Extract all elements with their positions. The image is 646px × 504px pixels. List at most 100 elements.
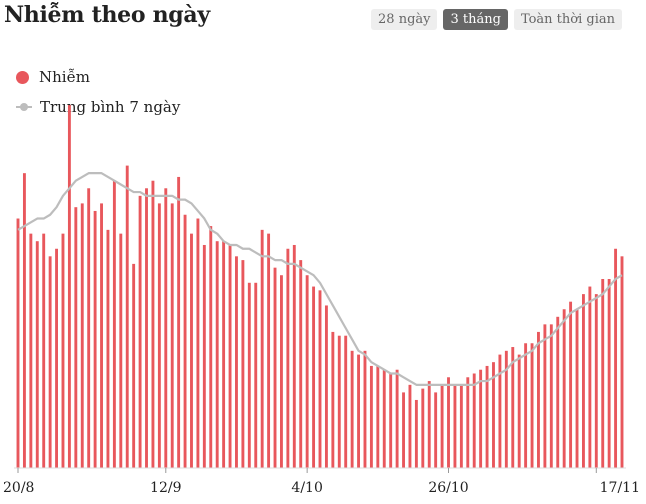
bar-32: [222, 241, 226, 468]
bar-62: [414, 399, 418, 468]
tab-28-days[interactable]: 28 ngày: [371, 9, 438, 30]
bar-83: [549, 324, 553, 468]
bar-40: [273, 267, 277, 468]
bar-92: [607, 279, 611, 468]
bar-11: [87, 188, 91, 468]
bar-8: [67, 105, 71, 469]
bar-39: [267, 233, 271, 468]
bar-74: [492, 362, 495, 468]
bar-13: [100, 203, 103, 468]
bar-49: [331, 331, 335, 468]
bar-29: [202, 244, 206, 468]
x-axis-ticks: 20/8 12/9 4/10 26/10 17/11: [3, 468, 640, 496]
bar-48: [324, 305, 328, 468]
x-tick-label-0: 20/8: [3, 480, 34, 496]
legend-label-cases: Nhiễm: [39, 68, 91, 86]
tab-3-months[interactable]: 3 tháng: [443, 9, 508, 30]
bar-4: [42, 233, 46, 468]
bar-60: [402, 392, 405, 468]
bar-24: [170, 203, 174, 468]
bar-7: [61, 233, 65, 468]
legend-dot-icon: [16, 70, 29, 84]
bar-41: [280, 275, 283, 468]
bar-71: [472, 373, 476, 468]
bar-14: [106, 229, 110, 468]
bar-67: [447, 377, 450, 468]
bar-89: [588, 286, 592, 468]
bar-58: [389, 373, 393, 468]
bar-10: [80, 203, 84, 468]
bar-26: [183, 214, 187, 468]
bar-55: [369, 365, 373, 468]
bar-75: [498, 354, 502, 468]
bar-28: [196, 218, 200, 468]
bar-56: [376, 365, 380, 468]
bar-42: [286, 248, 290, 468]
legend-item-average[interactable]: Trung bình 7 ngày: [16, 92, 180, 122]
bar-90: [594, 294, 598, 468]
bar-30: [209, 226, 213, 468]
bar-69: [459, 384, 463, 468]
bar-91: [601, 279, 605, 468]
bar-22: [157, 203, 161, 468]
bar-5: [48, 256, 52, 468]
bar-84: [556, 316, 560, 468]
bar-23: [164, 188, 168, 468]
bar-52: [350, 350, 354, 468]
bar-65: [434, 392, 438, 468]
x-tick-label-1: 12/9: [150, 480, 181, 496]
bar-20: [145, 188, 148, 468]
bar-0: [16, 218, 20, 468]
bar-53: [357, 354, 360, 468]
bar-31: [215, 241, 219, 468]
bar-93: [614, 248, 618, 468]
bar-73: [485, 365, 489, 468]
legend-label-average: Trung bình 7 ngày: [40, 98, 181, 116]
bar-37: [254, 282, 258, 468]
bar-85: [562, 309, 566, 468]
legend-line-icon: [16, 103, 32, 111]
bar-36: [247, 282, 251, 468]
average-line: [17, 172, 623, 386]
legend: Nhiễm Trung bình 7 ngày: [16, 62, 180, 122]
bar-50: [337, 335, 341, 468]
bar-87: [575, 309, 579, 468]
bar-76: [504, 350, 508, 468]
bar-86: [569, 301, 573, 468]
bar-35: [241, 260, 245, 468]
bar-77: [511, 347, 515, 468]
bar-19: [138, 195, 142, 468]
bar-34: [235, 256, 238, 468]
x-tick-label-4: 17/11: [600, 480, 640, 496]
bar-66: [440, 384, 444, 468]
bar-79: [524, 343, 528, 468]
bar-21: [151, 180, 155, 468]
bar-15: [112, 180, 116, 468]
x-tick-label-2: 4/10: [291, 480, 322, 496]
x-tick-label-3: 26/10: [428, 480, 468, 496]
bar-43: [292, 244, 296, 468]
bar-81: [537, 331, 540, 468]
bar-27: [190, 233, 193, 468]
bar-38: [260, 229, 264, 468]
bar-68: [453, 384, 457, 468]
bar-51: [344, 335, 348, 468]
bar-44: [299, 260, 303, 468]
bar-2: [29, 233, 33, 468]
bar-78: [517, 354, 521, 468]
bar-1: [22, 173, 26, 468]
bar-33: [228, 244, 232, 468]
legend-item-cases[interactable]: Nhiễm: [16, 62, 180, 92]
time-range-tabs: 28 ngày 3 tháng Toàn thời gian: [371, 9, 622, 30]
bar-6: [55, 248, 58, 468]
tab-all-time[interactable]: Toàn thời gian: [513, 9, 622, 30]
bar-94: [620, 256, 624, 468]
bar-46: [312, 286, 316, 468]
bar-64: [427, 381, 431, 468]
bar-72: [479, 369, 483, 468]
bar-57: [382, 369, 386, 468]
bar-59: [395, 369, 399, 468]
bar-16: [119, 233, 123, 468]
bars-group: [16, 105, 624, 469]
